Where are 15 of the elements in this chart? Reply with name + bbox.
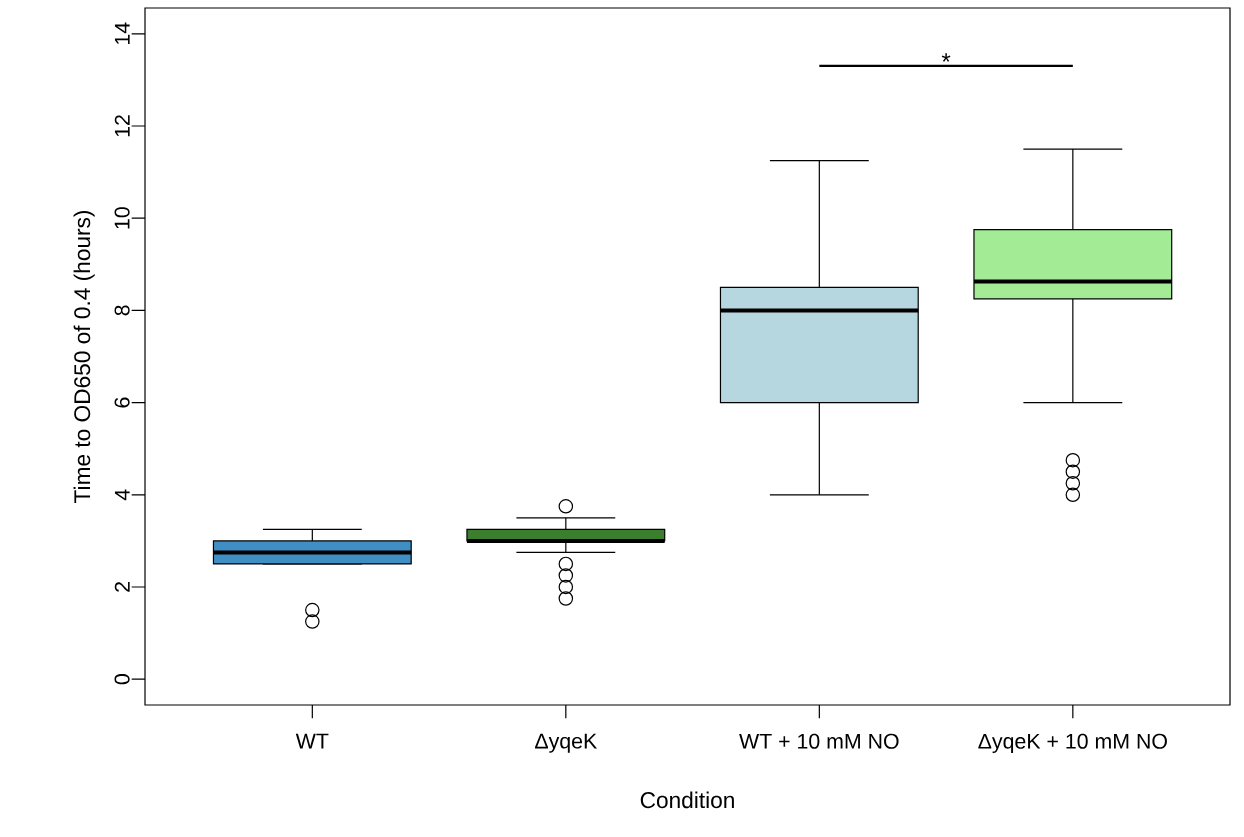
x-tick-label: WT	[295, 733, 329, 749]
y-tick-label: 0	[114, 674, 130, 685]
x-axis-title: Condition	[640, 791, 734, 809]
y-tick-label: 10	[114, 207, 130, 229]
x-tick-label: ΔyqeK + 10 mM NO	[978, 733, 1167, 754]
y-tick-label: 8	[114, 305, 130, 316]
annotation: *	[941, 53, 951, 62]
y-tick-label: 4	[114, 489, 130, 501]
y-tick-label: 2	[114, 582, 130, 592]
y-axis-title: Time to OD650 of 0.4 (hours)	[73, 210, 95, 503]
y-tick-label: 14	[114, 22, 130, 45]
y-tick-label: 12	[114, 115, 130, 137]
x-tick-label: WT + 10 mM NO	[739, 733, 899, 749]
y-tick-label: 6	[114, 397, 130, 408]
x-tick-label: ΔyqeK	[535, 733, 598, 753]
